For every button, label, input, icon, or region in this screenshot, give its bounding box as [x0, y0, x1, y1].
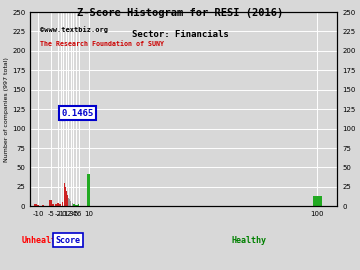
Bar [72, 203, 73, 206]
Bar [313, 196, 321, 206]
Text: ©www.textbiz.org: ©www.textbiz.org [40, 26, 108, 33]
Bar [76, 205, 77, 206]
Bar [59, 204, 60, 206]
Text: Unhealthy: Unhealthy [22, 236, 67, 245]
Y-axis label: Number of companies (997 total): Number of companies (997 total) [4, 57, 9, 162]
Bar [37, 205, 39, 206]
Text: Healthy: Healthy [231, 236, 266, 245]
Text: Score: Score [55, 236, 80, 245]
Bar [75, 205, 76, 206]
Bar [60, 204, 61, 206]
Bar [34, 204, 36, 206]
Text: Sector: Financials: Sector: Financials [132, 30, 228, 39]
Bar [62, 202, 63, 206]
Text: The Research Foundation of SUNY: The Research Foundation of SUNY [40, 41, 163, 47]
Bar [73, 204, 74, 206]
Bar [52, 204, 54, 206]
Bar [74, 204, 75, 206]
Bar [77, 205, 78, 206]
Bar [87, 174, 90, 206]
Text: 0.1465: 0.1465 [62, 109, 94, 117]
Bar [78, 204, 79, 206]
Bar [42, 205, 44, 206]
Bar [49, 200, 52, 206]
Bar [55, 204, 57, 206]
Bar [57, 203, 59, 206]
Text: Z-Score Histogram for RESI (2016): Z-Score Histogram for RESI (2016) [77, 8, 283, 18]
